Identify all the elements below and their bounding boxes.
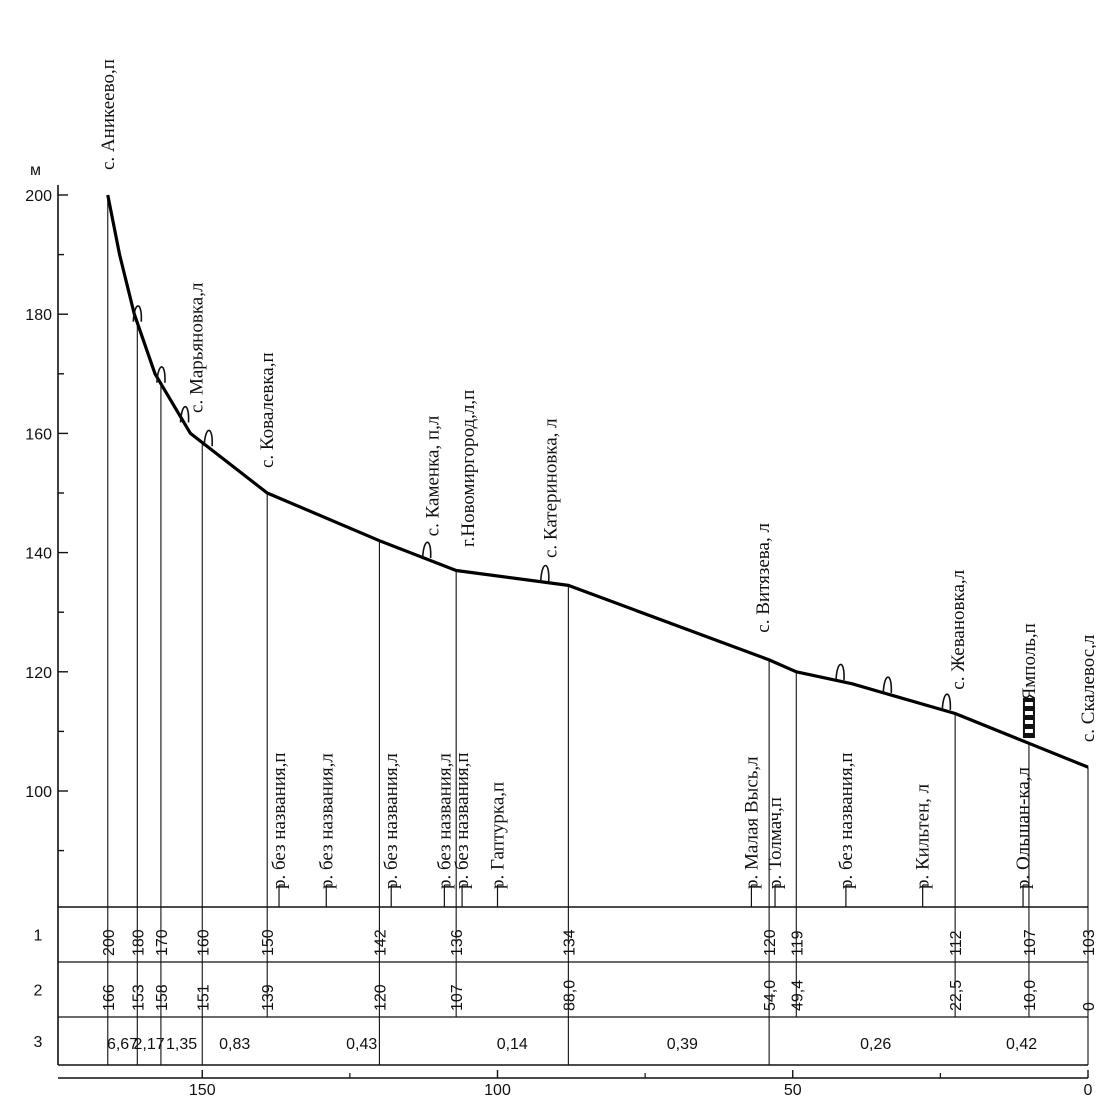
river-profile-line <box>106 194 1089 769</box>
y-tick-label: 180 <box>25 307 52 324</box>
tributary-label: р. без названия,п <box>269 752 290 889</box>
tributary-inflow-mark <box>179 405 190 423</box>
elevation-value: 107 <box>1022 929 1039 956</box>
y-tick-label: 140 <box>25 546 52 563</box>
settlement-label: с. Аникеево,п <box>98 59 119 170</box>
tributary-inflow-mark <box>539 564 550 582</box>
distance-value: 151 <box>195 984 212 1011</box>
tributary-inflow-mark <box>835 663 845 681</box>
slope-value: 6,67 <box>107 1036 138 1053</box>
table-row-label: 1 <box>34 928 43 945</box>
tributary-label: р. без названия,л <box>316 753 337 889</box>
elevation-value: 136 <box>449 929 466 956</box>
settlement-label: с. Ямполь,п <box>1019 623 1040 718</box>
slope-value: 0,26 <box>860 1036 891 1053</box>
distance-value: 10,0 <box>1022 980 1039 1011</box>
settlement-label: с. Марьяновка,л <box>186 282 207 413</box>
distance-value: 153 <box>130 984 147 1011</box>
settlement-label: с. Жевановка,л <box>948 569 969 689</box>
distance-value: 0 <box>1081 1002 1096 1011</box>
tributary-label: р. без названия,п <box>836 752 857 889</box>
elevation-value: 170 <box>154 929 171 956</box>
elevation-value: 119 <box>789 930 806 956</box>
distance-value: 88,0 <box>561 980 578 1011</box>
distance-value: 158 <box>154 984 171 1011</box>
x-tick-label: 100 <box>484 1082 511 1097</box>
distance-value: 54,0 <box>762 980 779 1011</box>
elevation-value: 120 <box>762 929 779 956</box>
x-tick-label: 50 <box>784 1082 802 1097</box>
x-tick-label: 150 <box>189 1082 216 1097</box>
slope-value: 2,17 <box>134 1036 165 1053</box>
y-axis-unit: м <box>30 162 41 179</box>
dam-marker <box>1022 698 1035 738</box>
slope-value: 0,43 <box>346 1036 377 1053</box>
dam-marker-stripe <box>1024 729 1033 733</box>
tributary-label: р. Малая Высь,л <box>741 756 762 889</box>
settlement-label: с. Витязева, л <box>753 523 774 633</box>
table-row-label: 2 <box>34 983 43 1000</box>
slope-value: 0,83 <box>219 1036 250 1053</box>
settlement-label: г.Новомиргород,л,п <box>458 390 479 547</box>
tributary-inflow-mark <box>132 305 143 322</box>
y-tick-label: 200 <box>25 188 52 205</box>
slope-value: 0,39 <box>667 1036 698 1053</box>
y-tick-label: 120 <box>25 665 52 682</box>
tributary-inflow-mark <box>421 541 432 559</box>
tributary-label: р. Гаптурка,п <box>488 782 509 889</box>
settlement-label: с. Каменка, п,л <box>423 415 444 536</box>
elevation-value: 112 <box>948 930 965 956</box>
dam-marker-stripe <box>1024 720 1033 724</box>
slope-value: 0,14 <box>497 1036 528 1053</box>
x-tick-label: 0 <box>1084 1082 1093 1097</box>
distance-value: 107 <box>449 984 466 1011</box>
elevation-value: 200 <box>101 929 118 956</box>
tributary-inflow-mark <box>203 429 213 447</box>
dam-marker-stripe <box>1024 702 1033 706</box>
y-tick-label: 100 <box>25 784 52 801</box>
distance-value: 120 <box>372 984 389 1011</box>
elevation-value: 160 <box>195 929 212 956</box>
distance-value: 49,4 <box>789 980 806 1011</box>
elevation-value: 150 <box>260 929 277 956</box>
tributary-label: р. Кильтен, л <box>913 783 934 889</box>
tributary-inflow-mark <box>156 366 166 383</box>
tributary-inflow-mark <box>941 693 952 711</box>
y-tick-label: 160 <box>25 426 52 443</box>
tributary-label: р. без названия,л <box>381 753 402 889</box>
settlement-label: с. Катериновка, л <box>541 418 562 558</box>
tributary-label: р. Толмач,п <box>765 797 786 889</box>
table-row-label: 3 <box>34 1034 43 1051</box>
elevation-value: 103 <box>1081 929 1096 956</box>
distance-value: 22,5 <box>948 980 965 1011</box>
tributary-inflow-mark <box>882 676 893 693</box>
distance-value: 139 <box>260 984 277 1011</box>
tributary-label: р. без названия,п <box>452 752 473 889</box>
dam-marker-stripe <box>1024 711 1033 715</box>
tributary-label: р. Ольшан-ка,л <box>1013 766 1034 889</box>
settlement-label: с. Ковалевка,п <box>257 352 278 468</box>
elevation-value: 180 <box>130 929 147 956</box>
elevation-value: 142 <box>372 929 389 956</box>
settlement-label: с. Скалевос,л <box>1078 634 1096 742</box>
elevation-value: 134 <box>561 929 578 956</box>
slope-value: 1,35 <box>166 1036 197 1053</box>
tributary-label: р. без названия,л <box>434 753 455 889</box>
distance-value: 166 <box>101 984 118 1011</box>
slope-value: 0,42 <box>1006 1036 1037 1053</box>
